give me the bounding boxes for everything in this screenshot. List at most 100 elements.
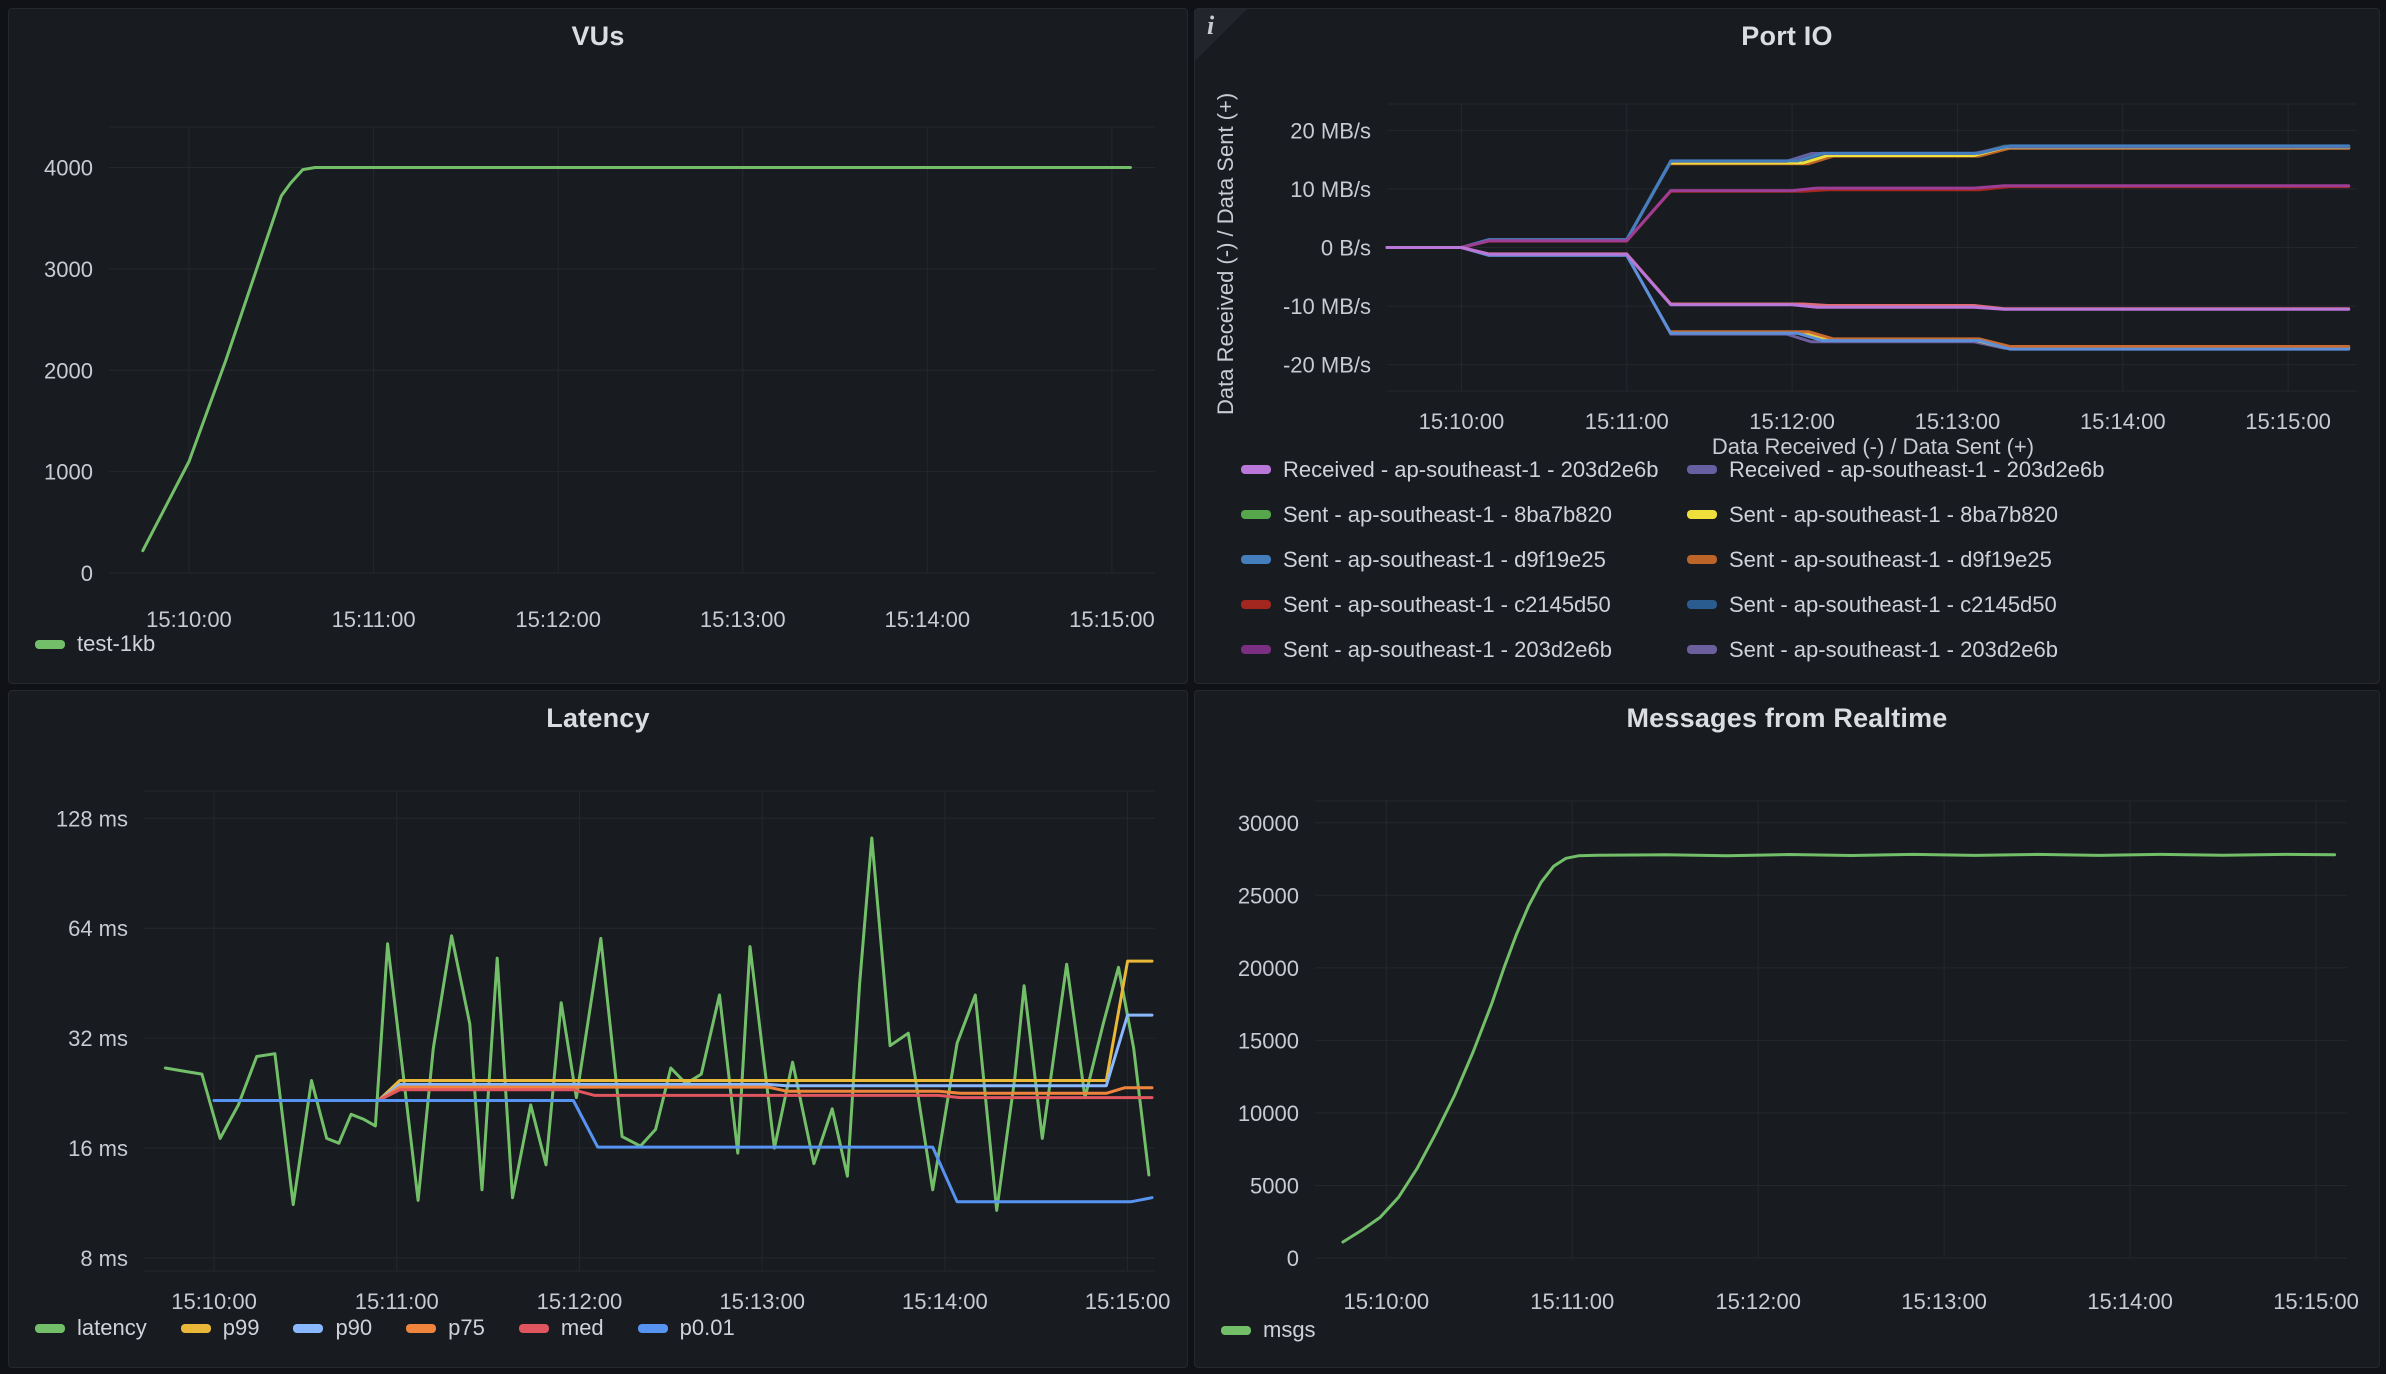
legend-swatch-icon: [1687, 510, 1717, 519]
x-tick-label: 15:15:00: [2273, 1289, 2359, 1314]
legend-swatch-icon: [1687, 555, 1717, 564]
legend-item[interactable]: p90: [293, 1315, 372, 1341]
latency-legend: latency p99 p90 p75 med p0.01: [35, 1315, 735, 1341]
legend-item[interactable]: med: [519, 1315, 604, 1341]
panel-messages: Messages from Realtime 05000100001500020…: [1194, 690, 2380, 1368]
legend-item[interactable]: Sent - ap-southeast-1 - d9f19e25: [1687, 537, 2104, 582]
legend-swatch-icon: [1241, 645, 1271, 654]
x-tick-label: 15:12:00: [515, 607, 601, 632]
y-tick-label: 20000: [1238, 956, 1299, 981]
legend-label: p75: [448, 1315, 485, 1341]
vus-legend: test-1kb: [35, 631, 155, 657]
messages-chart[interactable]: 05000100001500020000250003000015:10:0015…: [1195, 691, 2377, 1365]
panel-latency: Latency 8 ms16 ms32 ms64 ms128 ms15:10:0…: [8, 690, 1188, 1368]
y-tick-label: 15000: [1238, 1028, 1299, 1053]
legend-swatch-icon: [1241, 555, 1271, 564]
x-tick-label: 15:10:00: [146, 607, 232, 632]
legend-label: p90: [335, 1315, 372, 1341]
y-tick-label: 30000: [1238, 811, 1299, 836]
grafana-dashboard: VUs 0100020003000400015:10:0015:11:0015:…: [0, 0, 2386, 1374]
x-tick-label: 15:15:00: [1069, 607, 1155, 632]
legend-label: Received - ap-southeast-1 - 203d2e6b: [1729, 461, 2104, 483]
x-tick-label: 15:11:00: [1530, 1289, 1614, 1314]
legend-label: msgs: [1263, 1317, 1316, 1343]
y-tick-label: 20 MB/s: [1290, 118, 1371, 143]
legend-item[interactable]: p0.01: [638, 1315, 735, 1341]
legend-item[interactable]: Sent - ap-southeast-1 - 8ba7b820: [1241, 492, 1687, 537]
series-line: [165, 838, 1149, 1210]
series-line: [1387, 146, 2349, 248]
legend-swatch-icon: [1241, 600, 1271, 609]
series-line: [1387, 146, 2349, 247]
legend-swatch-icon: [181, 1324, 211, 1333]
legend-label: Sent - ap-southeast-1 - 8ba7b820: [1729, 502, 2058, 528]
legend-swatch-icon: [293, 1324, 323, 1333]
series-line: [1343, 854, 2335, 1242]
legend-item[interactable]: Sent - ap-southeast-1 - d9f19e25: [1241, 537, 1687, 582]
x-tick-label: 15:14:00: [885, 607, 971, 632]
legend-label: Sent - ap-southeast-1 - 8ba7b820: [1283, 502, 1612, 528]
legend-item[interactable]: Sent - ap-southeast-1 - 203d2e6b: [1687, 627, 2104, 672]
panel-vus: VUs 0100020003000400015:10:0015:11:0015:…: [8, 8, 1188, 684]
x-tick-label: 15:14:00: [902, 1289, 988, 1314]
legend-swatch-icon: [35, 1324, 65, 1333]
y-tick-label: 25000: [1238, 883, 1299, 908]
legend-label: Sent - ap-southeast-1 - c2145d50: [1283, 592, 1611, 618]
latency-chart[interactable]: 8 ms16 ms32 ms64 ms128 ms15:10:0015:11:0…: [9, 691, 1185, 1365]
legend-swatch-icon: [1241, 465, 1271, 474]
legend-item[interactable]: latency: [35, 1315, 147, 1341]
series-line: [1387, 248, 2349, 350]
x-tick-label: 15:14:00: [2080, 409, 2166, 434]
y-tick-label: 10 MB/s: [1290, 177, 1371, 202]
series-line: [1387, 146, 2349, 247]
x-tick-label: 15:13:00: [700, 607, 786, 632]
legend-label: Sent - ap-southeast-1 - 203d2e6b: [1729, 637, 2058, 663]
x-tick-label: 15:10:00: [171, 1289, 257, 1314]
x-tick-label: 15:14:00: [2087, 1289, 2173, 1314]
legend-item[interactable]: msgs: [1221, 1317, 1316, 1343]
x-tick-label: 15:10:00: [1419, 409, 1505, 434]
legend-label: p0.01: [680, 1315, 735, 1341]
x-tick-label: 15:11:00: [1585, 409, 1669, 434]
x-tick-label: 15:13:00: [1915, 409, 2001, 434]
legend-item[interactable]: Sent - ap-southeast-1 - 203d2e6b: [1241, 627, 1687, 672]
legend-swatch-icon: [1241, 510, 1271, 519]
legend-label: Received - ap-southeast-1 - 203d2e6b: [1283, 461, 1658, 483]
x-tick-label: 15:13:00: [1901, 1289, 1987, 1314]
legend-item[interactable]: test-1kb: [35, 631, 155, 657]
legend-item[interactable]: Sent - ap-southeast-1 - c2145d50: [1687, 582, 2104, 627]
legend-swatch-icon: [35, 640, 65, 649]
y-tick-label: 0 B/s: [1321, 236, 1371, 261]
panel-port-io: Port IO i Data Received (-) / Data Sent …: [1194, 8, 2380, 684]
vus-chart[interactable]: 0100020003000400015:10:0015:11:0015:12:0…: [9, 9, 1185, 681]
y-tick-label: 128 ms: [56, 806, 128, 831]
series-line: [143, 168, 1131, 551]
legend-item[interactable]: Received - ap-southeast-1 - 203d2e6b: [1687, 461, 2104, 492]
legend-item[interactable]: Received - ap-southeast-1 - 203d2e6b: [1241, 461, 1687, 492]
x-tick-label: 15:15:00: [2245, 409, 2331, 434]
y-tick-label: 0: [81, 561, 93, 586]
y-tick-label: 1000: [44, 460, 93, 485]
legend-label: Sent - ap-southeast-1 - d9f19e25: [1283, 547, 1606, 573]
port-io-legend[interactable]: Received - ap-southeast-1 - 203d2e6b Sent…: [1241, 461, 2363, 675]
legend-item[interactable]: Sent - ap-southeast-1 - 8ba7b820: [1687, 492, 2104, 537]
legend-swatch-icon: [1687, 600, 1717, 609]
x-tick-label: 15:12:00: [1715, 1289, 1801, 1314]
port-io-legend-left-column: Received - ap-southeast-1 - 203d2e6b Sent…: [1241, 461, 1687, 672]
y-tick-label: 0: [1287, 1246, 1299, 1271]
legend-label: Sent - ap-southeast-1 - 203d2e6b: [1283, 637, 1612, 663]
legend-swatch-icon: [519, 1324, 549, 1333]
y-tick-label: 64 ms: [68, 916, 128, 941]
y-tick-label: 32 ms: [68, 1026, 128, 1051]
y-tick-label: -10 MB/s: [1283, 294, 1371, 319]
legend-label: med: [561, 1315, 604, 1341]
legend-item[interactable]: Sent - ap-southeast-1 - c2145d50: [1241, 582, 1687, 627]
y-tick-label: 16 ms: [68, 1136, 128, 1161]
legend-item[interactable]: p75: [406, 1315, 485, 1341]
y-tick-label: 5000: [1250, 1173, 1299, 1198]
legend-swatch-icon: [1687, 465, 1717, 474]
x-tick-label: 15:13:00: [719, 1289, 805, 1314]
x-tick-label: 15:12:00: [537, 1289, 623, 1314]
legend-item[interactable]: p99: [181, 1315, 260, 1341]
x-tick-label: 15:11:00: [355, 1289, 439, 1314]
